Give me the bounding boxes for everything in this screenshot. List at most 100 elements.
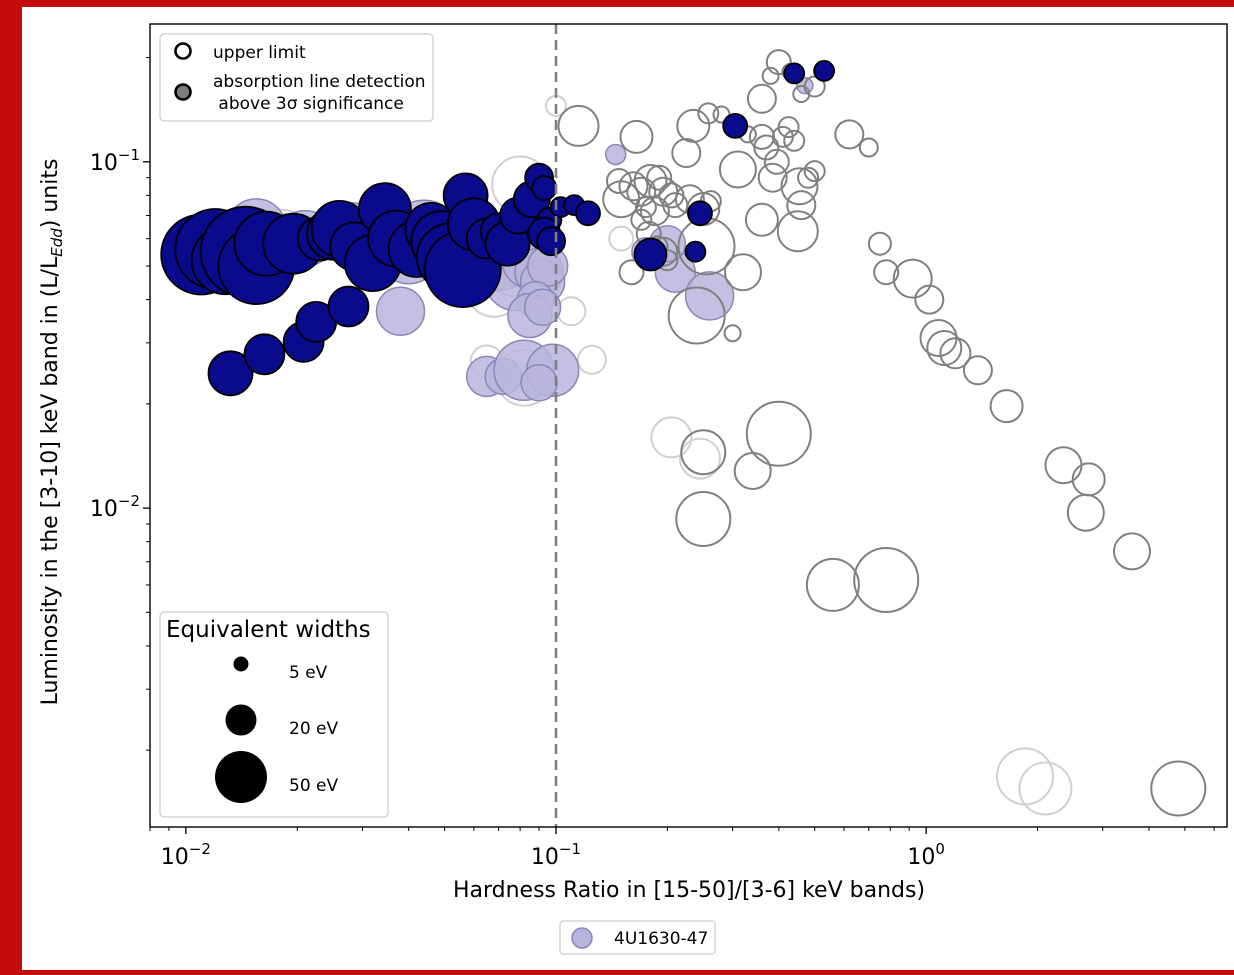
size-legend-title: Equivalent widths — [166, 617, 371, 643]
detection-point-34 — [207, 350, 254, 397]
detection-point-38 — [327, 285, 370, 328]
axes-frame — [149, 23, 1228, 828]
upper-limit-point-24 — [618, 259, 645, 286]
upper-limit-faint-point-11 — [576, 344, 607, 375]
upper-limit-faint-point-15 — [996, 747, 1054, 806]
upper-limit-point-33 — [753, 134, 780, 161]
upper-limit-point-34 — [757, 162, 788, 193]
detection-point-33 — [536, 226, 566, 257]
x-tick-label-0: 10−2 — [161, 840, 211, 870]
size-legend-label-5ev: 5 eV — [289, 663, 328, 683]
x-tick-label-2: 100 — [907, 840, 945, 870]
upper-limit-point-60 — [962, 355, 993, 386]
upper-limit-point-46 — [761, 66, 780, 85]
size-legend-marker-50ev — [215, 751, 267, 803]
upper-limit-point-71 — [853, 547, 920, 613]
upper-limit-point-43 — [744, 202, 779, 237]
source-legend-label: 4U1630-47 — [614, 929, 708, 949]
upper-limit-point-35 — [763, 148, 790, 175]
upper-limit-point-63 — [1071, 462, 1106, 497]
size-legend: Equivalent widths 5 eV 20 eV 50 eV — [159, 611, 389, 818]
marker-legend-box — [159, 33, 434, 122]
upper-limit-point-7 — [646, 164, 673, 191]
scatter-chart: 10−2 10−1 100 10−2 10−1 Hardness Ratio in [1… — [38, 23, 1228, 955]
detection-point-31 — [575, 200, 601, 227]
upper-limit-faint-point-12 — [608, 225, 635, 252]
upper-limit-point-67 — [733, 452, 772, 490]
upper-limit-point-61 — [989, 389, 1024, 424]
detection-faint-point-17 — [523, 288, 562, 327]
upper-limit-point-44 — [776, 210, 819, 253]
upper-limit-point-51 — [834, 119, 865, 150]
upper-limit-point-29 — [723, 324, 742, 343]
upper-limit-point-0 — [557, 104, 600, 147]
upper-limit-point-66 — [680, 429, 727, 476]
upper-limit-point-1 — [619, 119, 654, 154]
upper-limit-point-68 — [745, 400, 812, 467]
markers-layer — [160, 49, 1207, 817]
size-legend-marker-20ev — [225, 704, 257, 736]
upper-limit-point-37 — [777, 116, 800, 139]
y-axis-label-subscript: Edd — [48, 228, 66, 257]
detection-point-41 — [687, 200, 713, 227]
upper-limit-legend-label: upper limit — [213, 43, 306, 63]
upper-limit-point-10 — [634, 196, 657, 219]
detection-point-35 — [243, 333, 286, 376]
y-axis-label-main: Luminosity in the [3-10] keV band in (L/… — [38, 256, 63, 705]
y-axis-label-units: ) units — [38, 159, 63, 229]
upper-limit-faint-point-13 — [650, 416, 693, 459]
size-legend-label-20ev: 20 eV — [289, 719, 338, 739]
ticks-layer: 10−2 10−1 100 10−2 10−1 — [90, 57, 1215, 870]
upper-limit-faint-point-14 — [679, 437, 721, 480]
size-legend-marker-5ev — [233, 656, 249, 672]
upper-limit-point-59 — [939, 337, 972, 370]
upper-limit-point-12 — [630, 208, 653, 231]
upper-limit-point-39 — [780, 167, 819, 206]
upper-limit-point-56 — [914, 284, 945, 315]
marker-legend: upper limit absorption line detection ab… — [159, 33, 434, 122]
upper-limit-point-38 — [783, 129, 806, 152]
upper-limit-point-62 — [1044, 446, 1083, 485]
upper-limit-point-27 — [667, 286, 726, 345]
upper-limit-point-11 — [639, 196, 670, 227]
source-legend-marker — [571, 927, 593, 949]
detection-faint-point-24 — [604, 143, 627, 166]
detection-point-27 — [531, 175, 558, 201]
upper-limit-point-55 — [892, 258, 933, 299]
upper-limit-point-52 — [858, 137, 879, 158]
y-tick-label-1: 10−1 — [90, 146, 140, 176]
size-legend-box — [159, 611, 389, 818]
detection-faint-point-18 — [375, 286, 426, 337]
upper-limit-legend-marker — [174, 42, 192, 60]
upper-limit-point-21 — [676, 108, 711, 143]
upper-limit-point-4 — [618, 171, 649, 202]
upper-limit-point-30 — [718, 150, 757, 189]
upper-limit-point-65 — [1113, 532, 1151, 571]
upper-limit-point-40 — [786, 190, 817, 221]
detection-faint-point-26 — [684, 271, 735, 321]
x-axis-label: Hardness Ratio in [15-50]/[3-6] keV band… — [453, 878, 925, 903]
detection-point-44 — [813, 60, 835, 82]
upper-limit-point-50 — [803, 75, 826, 98]
upper-limit-point-41 — [797, 166, 820, 189]
y-axis-label: Luminosity in the [3-10] keV band in (L/… — [38, 159, 66, 706]
source-legend: 4U1630-47 — [559, 920, 716, 955]
upper-limit-point-32 — [748, 123, 775, 150]
chart-panel: 10−2 10−1 100 10−2 10−1 Hardness Ratio in [1… — [22, 7, 1234, 970]
y-tick-label-0: 10−2 — [90, 492, 140, 522]
upper-limit-point-69 — [675, 491, 732, 547]
upper-limit-faint-point-8 — [556, 296, 587, 327]
upper-limit-point-54 — [873, 259, 900, 286]
upper-limit-point-58 — [926, 330, 963, 366]
detection-legend-marker — [174, 83, 192, 101]
upper-limit-point-28 — [724, 253, 762, 292]
upper-limit-point-72 — [1150, 760, 1207, 817]
upper-limit-point-53 — [867, 231, 892, 256]
upper-limit-point-64 — [1066, 493, 1105, 532]
detection-legend-label-line1: absorption line detection — [213, 72, 426, 92]
upper-limit-point-22 — [697, 102, 720, 125]
detection-legend-label-line2: above 3σ significance — [213, 94, 404, 114]
upper-limit-point-70 — [805, 557, 860, 612]
upper-limit-point-20 — [671, 138, 702, 168]
upper-limit-faint-point-16 — [1018, 761, 1073, 816]
